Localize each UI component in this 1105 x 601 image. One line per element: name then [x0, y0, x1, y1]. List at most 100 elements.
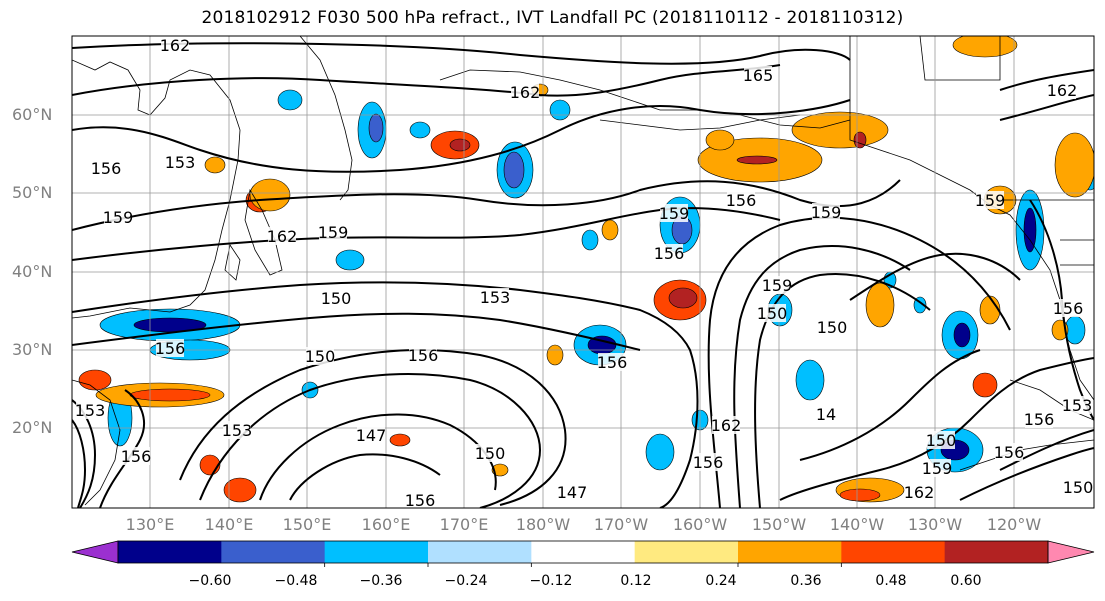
map-title: 2018102912 F030 500 hPa refract., IVT La…	[201, 8, 904, 28]
contour-label: 159	[103, 208, 134, 227]
anomaly-region	[368, 113, 384, 143]
lon-label: 130°E	[125, 515, 175, 534]
contour-label-bg	[319, 223, 347, 241]
colorbar-segment	[221, 541, 326, 563]
lon-label: 160°W	[672, 515, 728, 534]
contour-label-bg	[905, 483, 933, 501]
anomaly-region	[546, 344, 564, 366]
contour-label: 156	[405, 491, 436, 510]
contour-label-bg	[1063, 396, 1091, 414]
contour-label: 156	[654, 244, 685, 263]
colorbar-segment	[738, 541, 842, 563]
contour-label: 162	[267, 227, 298, 246]
anomaly-region	[549, 99, 571, 121]
contour-label-bg	[812, 405, 840, 423]
contour-label-bg	[727, 191, 755, 209]
anomaly-region	[199, 454, 221, 476]
colorbar-tick-label: −0.48	[274, 573, 318, 589]
contour-label-bg	[406, 491, 434, 508]
anomaly-region	[223, 477, 257, 503]
contour-label: 159	[318, 223, 349, 242]
colorbar-tick-label: −0.36	[359, 573, 403, 589]
anomaly-region	[601, 219, 619, 241]
lon-label: 150°W	[751, 515, 807, 534]
anomaly-region	[277, 89, 303, 111]
colorbar-segment	[324, 541, 429, 563]
anomaly-region	[736, 155, 778, 165]
contour-label-bg	[1025, 410, 1053, 428]
contour-label: 162	[904, 483, 935, 502]
contour-label-bg	[758, 304, 786, 322]
anomaly-region	[449, 138, 471, 152]
colorbar-segment	[944, 541, 1049, 563]
colorbar-tick-label: −0.60	[188, 573, 232, 589]
lon-label: 170°W	[593, 515, 649, 534]
contour-label: 156	[597, 353, 628, 372]
anomaly-region	[503, 151, 525, 189]
contour-label-bg	[763, 276, 791, 294]
contour-label: 150	[475, 444, 506, 463]
anomaly-region	[795, 359, 825, 401]
contour-label-bg	[598, 353, 626, 371]
anomaly-region	[78, 369, 112, 391]
lon-label: 180°W	[515, 515, 571, 534]
contour-label-bg	[818, 318, 846, 336]
anomaly-region	[1054, 132, 1094, 198]
contour-label: 156	[994, 443, 1025, 462]
anomaly-region	[249, 178, 291, 212]
contour-label: 159	[659, 204, 690, 223]
lon-label: 130°W	[907, 515, 963, 534]
contour-label-bg	[976, 191, 1004, 209]
colorbar-extend-high	[1047, 540, 1095, 564]
contour-label: 162	[160, 36, 191, 55]
contour-label-bg	[223, 421, 251, 439]
contour-label-bg	[122, 447, 150, 465]
anomaly-region	[581, 229, 599, 251]
lon-label: 170°E	[439, 515, 489, 534]
lon-label: 140°W	[829, 515, 885, 534]
lon-label: 140°E	[204, 515, 254, 534]
contour-label-bg	[476, 444, 504, 462]
anomaly-region	[1023, 207, 1037, 253]
anomaly-region	[129, 388, 211, 402]
contour-label-bg	[712, 416, 740, 434]
anomaly-region	[853, 131, 867, 149]
contour-label-bg	[694, 453, 722, 471]
lon-label: 150°E	[282, 515, 332, 534]
colorbar-tick-label: −0.12	[529, 573, 573, 589]
colorbar-segment	[841, 541, 946, 563]
lat-label: 30°N	[12, 340, 53, 359]
contour-label: 153	[222, 421, 253, 440]
contour-label: 153	[165, 153, 196, 172]
colorbar-segment	[531, 541, 636, 563]
colorbar-segment	[118, 541, 222, 563]
contour-label-bg	[927, 431, 955, 449]
lat-label: 60°N	[12, 105, 53, 124]
contour-label: 156	[121, 447, 152, 466]
contour-label-bg	[660, 204, 688, 222]
lat-label: 40°N	[12, 262, 53, 281]
contour-label-bg	[744, 66, 772, 84]
contour-label: 156	[408, 346, 439, 365]
contour-label: 162	[711, 416, 742, 435]
lat-label: 50°N	[12, 183, 53, 202]
contour-label: 14	[816, 405, 836, 424]
contour-label: 159	[975, 191, 1006, 210]
colorbar-segment	[634, 541, 739, 563]
contour-label: 150	[1063, 478, 1094, 497]
contour-label: 162	[510, 83, 541, 102]
contour-label-bg	[655, 244, 683, 262]
contour-label: 159	[922, 459, 953, 478]
anomaly-region	[668, 287, 698, 309]
contour-label-bg	[923, 459, 951, 477]
anomaly-region	[979, 295, 1001, 325]
plot-frame	[71, 35, 1095, 509]
anomaly-region	[953, 322, 971, 348]
anomaly-region	[952, 36, 1018, 58]
anomaly-region	[839, 488, 881, 502]
contour-label: 156	[1024, 410, 1055, 429]
anomaly-region	[972, 372, 998, 398]
lon-label: 120°W	[986, 515, 1042, 534]
contour-label-bg	[481, 288, 509, 306]
